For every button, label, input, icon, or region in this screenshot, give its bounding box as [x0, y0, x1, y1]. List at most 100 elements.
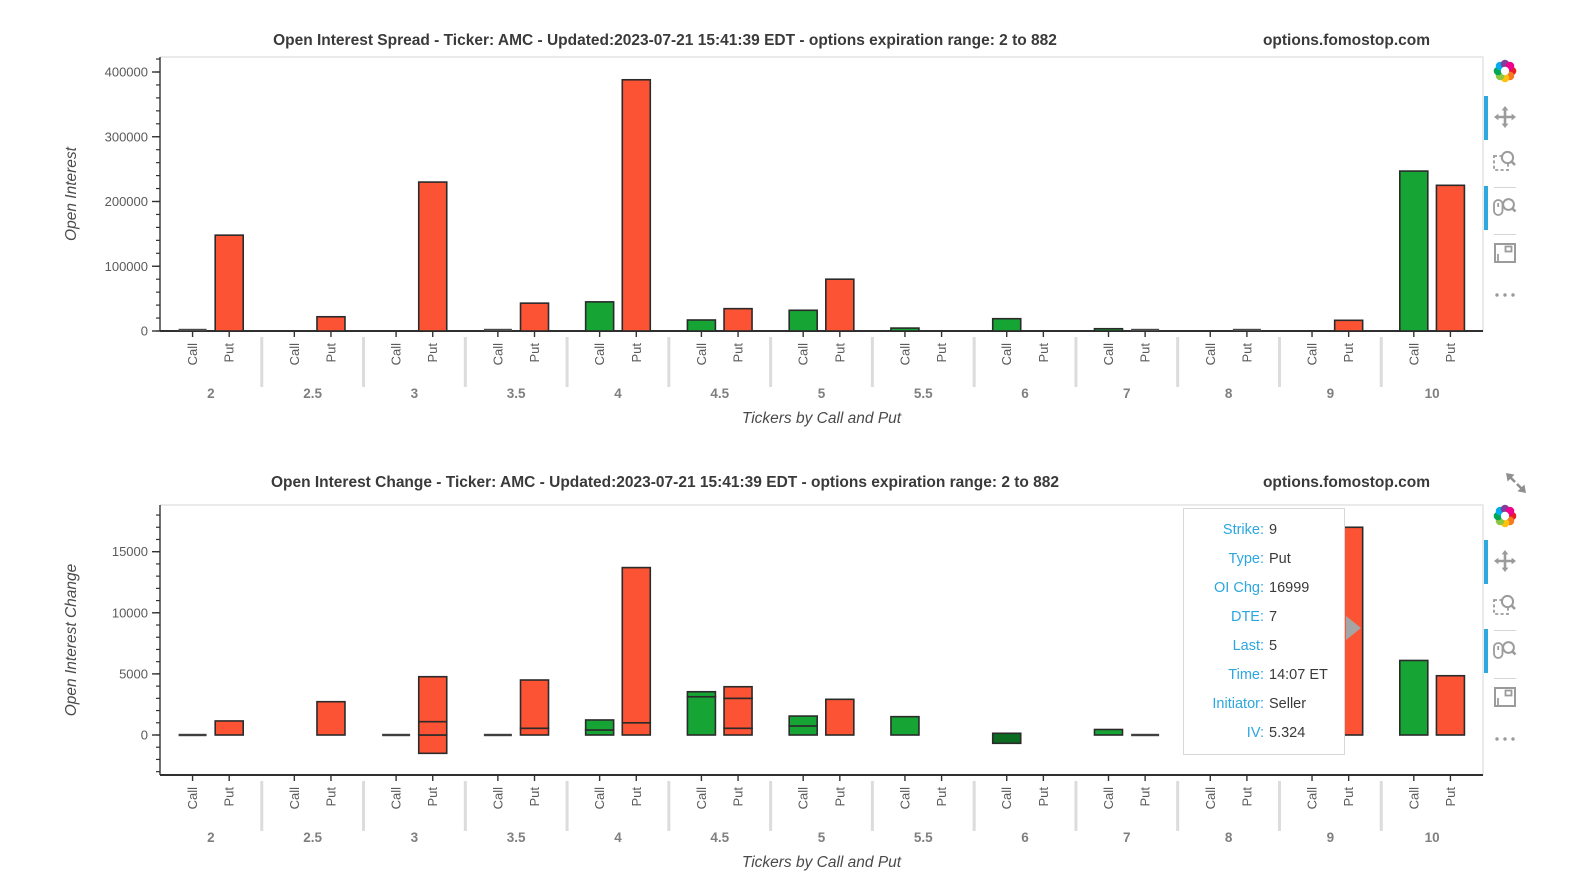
bar-put-3.5[interactable]: [519, 679, 550, 730]
bar-put-2.5[interactable]: [316, 315, 346, 332]
bar-put-3.5[interactable]: [519, 727, 550, 736]
bar-call-2[interactable]: [178, 733, 207, 737]
bar-put-10[interactable]: [1435, 674, 1466, 736]
pan-tool-icon[interactable]: [1492, 104, 1518, 130]
svg-text:Put: Put: [629, 787, 644, 807]
svg-text:Put: Put: [323, 343, 338, 363]
svg-text:Put: Put: [934, 343, 949, 363]
bar-put-4[interactable]: [621, 721, 652, 736]
svg-text:Put: Put: [1138, 787, 1153, 807]
bar-put-4.5[interactable]: [723, 307, 753, 332]
svg-text:4: 4: [614, 830, 622, 845]
svg-text:Call: Call: [490, 787, 505, 810]
bar-put-3[interactable]: [417, 675, 448, 723]
x-axis-title: Tickers by Call and Put: [742, 854, 902, 871]
bar-call-4.5[interactable]: [686, 695, 717, 736]
bar-call-3.5[interactable]: [483, 328, 512, 331]
bar-put-3[interactable]: [417, 720, 448, 736]
expand-icon[interactable]: [1503, 470, 1529, 496]
bar-put-3[interactable]: [417, 734, 448, 755]
tooltip-value: 14:07 ET: [1269, 667, 1328, 683]
bar-call-4[interactable]: [584, 719, 615, 731]
tooltip-label: Initiator:: [1212, 696, 1264, 712]
svg-text:Put: Put: [222, 787, 237, 807]
bar-put-4.5[interactable]: [723, 685, 753, 700]
bar-put-8[interactable]: [1232, 328, 1261, 331]
svg-text:Put: Put: [1036, 343, 1051, 363]
bar-put-7[interactable]: [1131, 733, 1160, 737]
bar-put-4.5[interactable]: [723, 697, 753, 730]
bar-call-5[interactable]: [788, 715, 818, 727]
bar-call-4.5[interactable]: [686, 319, 717, 332]
bokeh-logo-icon[interactable]: [1492, 58, 1518, 84]
tooltip-value: 9: [1269, 522, 1278, 538]
svg-text:5.5: 5.5: [914, 386, 933, 401]
pan-tool-icon[interactable]: [1492, 548, 1518, 574]
save-tool-icon[interactable]: [1492, 240, 1518, 266]
svg-text:Call: Call: [796, 343, 811, 366]
svg-text:200000: 200000: [105, 194, 148, 209]
svg-text:Call: Call: [1305, 787, 1320, 810]
box-zoom-tool-icon[interactable]: [1492, 148, 1518, 174]
bar-call-6[interactable]: [991, 317, 1022, 332]
toolbar-divider: [1494, 187, 1516, 188]
more-tool-icon[interactable]: [1492, 726, 1518, 752]
svg-text:Put: Put: [527, 343, 542, 363]
svg-text:4.5: 4.5: [710, 830, 729, 845]
bar-call-4.5[interactable]: [686, 690, 717, 698]
bar-put-4[interactable]: [621, 566, 652, 724]
more-tool-icon[interactable]: [1492, 282, 1518, 308]
bar-put-5[interactable]: [825, 278, 855, 332]
bar-call-4[interactable]: [584, 301, 615, 332]
bokeh-logo-icon[interactable]: [1492, 503, 1518, 529]
bar-call-5.5[interactable]: [890, 715, 920, 736]
bar-call-7[interactable]: [1093, 327, 1124, 332]
svg-text:Put: Put: [731, 787, 746, 807]
tooltip-value: 5: [1269, 638, 1278, 654]
bar-call-7[interactable]: [1093, 728, 1124, 736]
svg-text:8: 8: [1225, 830, 1233, 845]
svg-text:10: 10: [1425, 386, 1440, 401]
bar-call-10[interactable]: [1398, 659, 1429, 736]
bar-call-6[interactable]: [991, 732, 1022, 745]
bar-put-4.5[interactable]: [723, 727, 753, 736]
wheel-zoom-tool-icon[interactable]: [1492, 637, 1518, 663]
svg-text:400000: 400000: [105, 65, 148, 80]
bar-put-7[interactable]: [1131, 328, 1160, 331]
bar-call-5[interactable]: [788, 725, 818, 736]
svg-text:5.5: 5.5: [914, 830, 933, 845]
save-tool-icon[interactable]: [1492, 684, 1518, 710]
svg-text:9: 9: [1327, 386, 1335, 401]
y-axis-title: Open Interest Change: [63, 563, 80, 716]
svg-text:Call: Call: [287, 343, 302, 366]
bar-put-3[interactable]: [417, 181, 448, 332]
bar-call-5[interactable]: [788, 309, 818, 332]
svg-text:3.5: 3.5: [507, 386, 526, 401]
svg-text:Put: Put: [832, 787, 847, 807]
bar-call-5.5[interactable]: [890, 327, 920, 332]
bar-call-3[interactable]: [382, 733, 411, 737]
bar-put-10[interactable]: [1435, 184, 1466, 332]
bar-put-3.5[interactable]: [519, 302, 550, 332]
bar-put-9[interactable]: [1333, 319, 1364, 332]
tooltip-value: 7: [1269, 609, 1278, 625]
x-axis: 2 Call Put 2.5 Call Put 3 Call Put 3.5 Call Put 4 Cal…: [185, 775, 1458, 845]
bar-put-2.5[interactable]: [316, 700, 346, 736]
svg-text:Call: Call: [389, 787, 404, 810]
bar-put-2[interactable]: [214, 720, 245, 736]
svg-text:Call: Call: [796, 787, 811, 810]
box-zoom-tool-icon[interactable]: [1492, 592, 1518, 618]
svg-text:Put: Put: [1443, 343, 1458, 363]
site-watermark-2: options.fomostop.com: [1262, 474, 1430, 491]
bar-put-2[interactable]: [214, 234, 245, 332]
wheel-zoom-tool-icon[interactable]: [1492, 194, 1518, 220]
bar-call-10[interactable]: [1398, 170, 1429, 332]
bar-put-5[interactable]: [825, 698, 855, 736]
svg-text:Put: Put: [629, 343, 644, 363]
bar-call-2[interactable]: [178, 328, 207, 331]
bar-put-4[interactable]: [621, 78, 652, 332]
toolbar-divider: [1494, 678, 1516, 679]
svg-text:3.5: 3.5: [507, 830, 526, 845]
svg-text:Call: Call: [694, 787, 709, 810]
bar-call-3.5[interactable]: [483, 733, 512, 737]
